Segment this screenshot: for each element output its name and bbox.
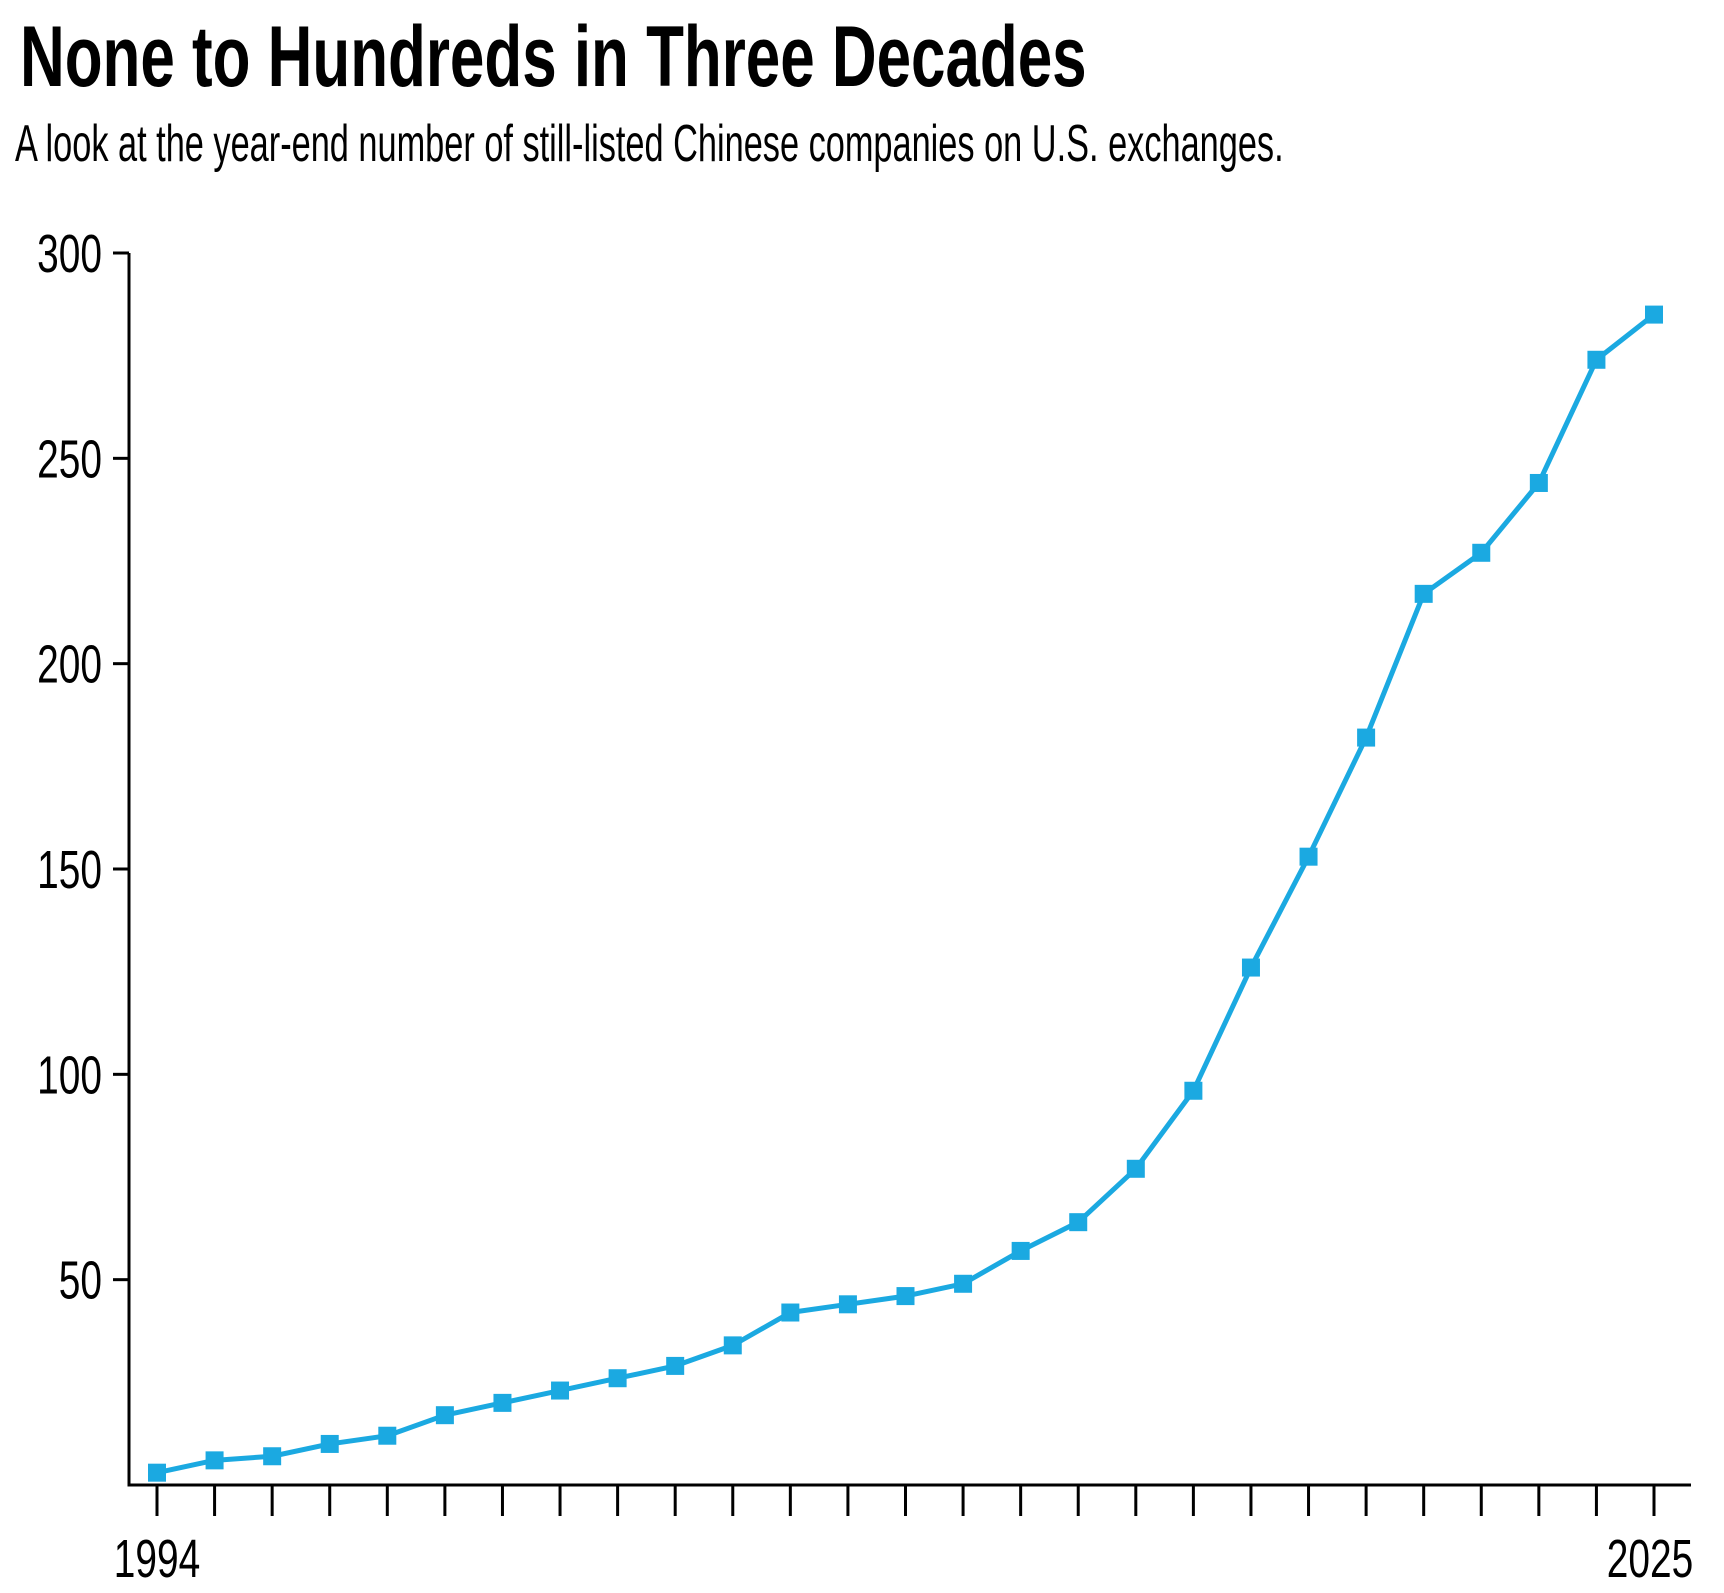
data-point xyxy=(954,1274,973,1293)
y-tick-label: 100 xyxy=(37,1044,102,1105)
y-tick-label: 200 xyxy=(37,633,102,694)
data-point xyxy=(1357,728,1376,747)
data-point xyxy=(666,1356,685,1375)
axes: 50 100 150 200 250 300 1994 2025 xyxy=(37,223,1693,1589)
data-point xyxy=(1126,1159,1145,1178)
data-point xyxy=(1587,350,1606,369)
data-point xyxy=(263,1447,282,1466)
data-point xyxy=(1184,1081,1203,1100)
chart-subtitle: A look at the year-end number of still-l… xyxy=(15,115,1284,173)
x-tick-label: 2025 xyxy=(1607,1528,1693,1589)
data-point xyxy=(608,1369,627,1388)
data-point xyxy=(148,1463,166,1482)
data-point xyxy=(896,1287,915,1306)
data-point xyxy=(1011,1241,1030,1260)
y-tick-label: 150 xyxy=(37,839,102,900)
data-point xyxy=(378,1426,397,1445)
data-point xyxy=(1529,473,1548,492)
data-point xyxy=(1414,584,1433,603)
data-point xyxy=(1645,305,1663,324)
data-point xyxy=(320,1434,339,1453)
data-point xyxy=(1069,1213,1088,1232)
data-point xyxy=(435,1406,454,1425)
series xyxy=(148,305,1663,1482)
data-point xyxy=(781,1303,800,1322)
data-point xyxy=(493,1393,512,1412)
data-point xyxy=(1241,958,1260,977)
data-point xyxy=(723,1336,742,1355)
data-point xyxy=(1472,543,1491,562)
data-point xyxy=(838,1295,857,1314)
data-point xyxy=(1299,847,1318,866)
y-tick-label: 250 xyxy=(37,428,102,489)
y-tick-label: 50 xyxy=(59,1249,102,1310)
data-point xyxy=(205,1451,224,1470)
y-tick-label: 300 xyxy=(37,223,102,284)
data-point xyxy=(551,1381,570,1400)
x-tick-label: 1994 xyxy=(114,1528,200,1589)
chart-title: None to Hundreds in Three Decades xyxy=(20,9,1087,105)
